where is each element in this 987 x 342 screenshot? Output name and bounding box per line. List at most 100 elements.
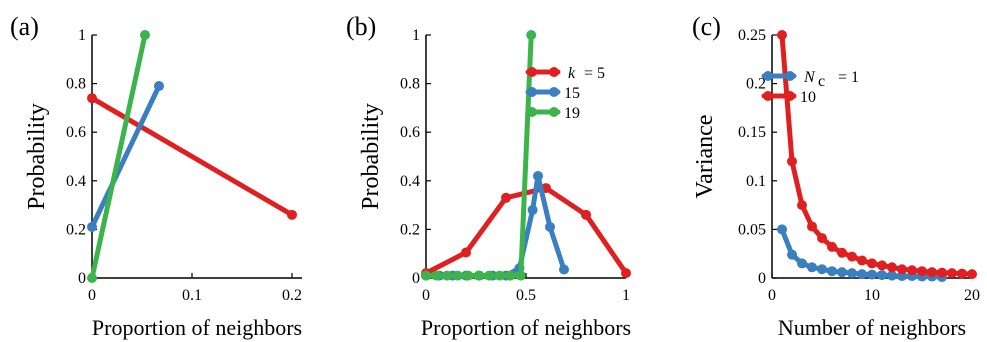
data-point <box>817 264 827 275</box>
y-tick-label: 0.2 <box>66 221 86 238</box>
data-point <box>887 262 897 273</box>
chart-panel-3: 0 0.05 0.1 0.15 0.2 0.25 0 10 20 (c) Number of nei… <box>692 12 980 340</box>
legend-entry: 10 <box>800 89 816 106</box>
data-point <box>559 264 569 275</box>
data-point <box>442 270 452 281</box>
data-point <box>533 170 543 181</box>
chart-panel-1: 0 0.2 0.4 0.6 0.8 1 0 0.1 0.2 (a) Proportion of ne… <box>10 12 302 340</box>
data-point <box>827 266 837 277</box>
y-tick-label: 0.8 <box>400 76 420 93</box>
data-point <box>501 192 511 203</box>
y-tick-label: 1 <box>412 27 420 44</box>
x-tick-label: 0.1 <box>182 287 202 304</box>
x-tick-label: 1 <box>622 287 630 304</box>
y-tick-label: 0.05 <box>738 221 766 238</box>
y-tick-label: 0.2 <box>746 76 766 93</box>
x-axis-label: Proportion of neighbors <box>421 315 631 340</box>
x-tick-label: 0 <box>422 287 430 304</box>
data-point <box>484 270 495 281</box>
series-line <box>423 32 534 279</box>
legend-entry: 19 <box>564 105 580 122</box>
data-point <box>494 270 505 281</box>
x-tick-label: 0.5 <box>516 287 536 304</box>
y-tick-label: 0.4 <box>66 173 86 190</box>
data-point <box>887 270 897 281</box>
y-tick-label: 0.6 <box>400 124 420 141</box>
data-point <box>287 209 297 220</box>
data-point <box>581 209 591 220</box>
x-tick-label: 0 <box>768 287 776 304</box>
y-tick-label: 0.2 <box>400 221 420 238</box>
legend-marker <box>527 107 537 117</box>
y-tick-label: 0.1 <box>746 173 766 190</box>
data-point <box>777 30 787 40</box>
data-point <box>461 247 471 258</box>
legend-entry: = 5 <box>584 65 605 82</box>
data-point <box>967 269 977 280</box>
legend-marker <box>527 67 537 77</box>
data-point <box>857 269 867 280</box>
data-point <box>847 251 857 262</box>
data-point <box>473 270 484 281</box>
x-tick-label: 0.2 <box>282 287 302 304</box>
legend-marker <box>549 87 559 97</box>
legend-prefix: N <box>803 69 816 86</box>
y-tick-label: 0.6 <box>66 124 86 141</box>
y-axis-label: Variance <box>692 115 718 199</box>
legend-prefix: k <box>568 65 576 82</box>
y-tick-label: 0.25 <box>738 27 766 44</box>
y-tick-label: 0 <box>78 270 86 287</box>
y-tick-label: 1 <box>78 27 86 44</box>
data-point <box>154 81 164 92</box>
data-point <box>515 270 526 281</box>
legend: k = 515 19 <box>525 65 605 122</box>
data-point <box>807 262 817 273</box>
legend-entry: = 1 <box>838 69 859 86</box>
series-line <box>89 83 162 230</box>
data-point <box>837 267 847 278</box>
data-point <box>797 200 807 211</box>
y-axis-label: Probability <box>24 103 50 210</box>
data-point <box>526 30 537 40</box>
series-line <box>89 95 295 218</box>
panel-label: (b) <box>346 12 376 41</box>
chart-panel-2: 0 0.2 0.4 0.6 0.8 1 0 0.5 1 (b) Proportion of neig… <box>346 12 631 340</box>
data-point <box>897 264 907 275</box>
data-point <box>917 266 927 277</box>
x-tick-label: 10 <box>864 287 880 304</box>
data-point <box>927 267 937 278</box>
data-point <box>937 267 947 278</box>
data-point <box>87 273 97 283</box>
legend-marker <box>763 91 773 101</box>
y-tick-label: 0 <box>758 270 766 287</box>
data-point <box>877 260 887 271</box>
y-tick-label: 0.15 <box>738 124 766 141</box>
data-point <box>907 265 917 276</box>
legend-marker <box>527 87 537 97</box>
y-axis-label: Probability <box>358 103 384 210</box>
data-point <box>452 270 463 281</box>
data-point <box>807 221 817 232</box>
legend-entry: 15 <box>564 85 580 102</box>
data-point <box>431 270 442 281</box>
data-point <box>847 268 857 279</box>
data-point <box>140 30 150 40</box>
data-point <box>957 268 967 279</box>
legend-marker <box>785 71 795 81</box>
data-point <box>787 249 797 260</box>
data-point <box>463 270 474 281</box>
data-point <box>837 247 847 258</box>
series-line <box>89 32 148 281</box>
y-tick-label: 0 <box>412 270 420 287</box>
data-point <box>87 93 97 104</box>
data-point <box>857 255 867 266</box>
x-tick-label: 0 <box>88 287 96 304</box>
data-point <box>867 269 877 280</box>
data-point <box>777 224 787 235</box>
legend-marker <box>763 71 773 81</box>
panel-label: (a) <box>10 12 39 41</box>
data-point <box>545 221 555 232</box>
data-point <box>87 221 97 232</box>
